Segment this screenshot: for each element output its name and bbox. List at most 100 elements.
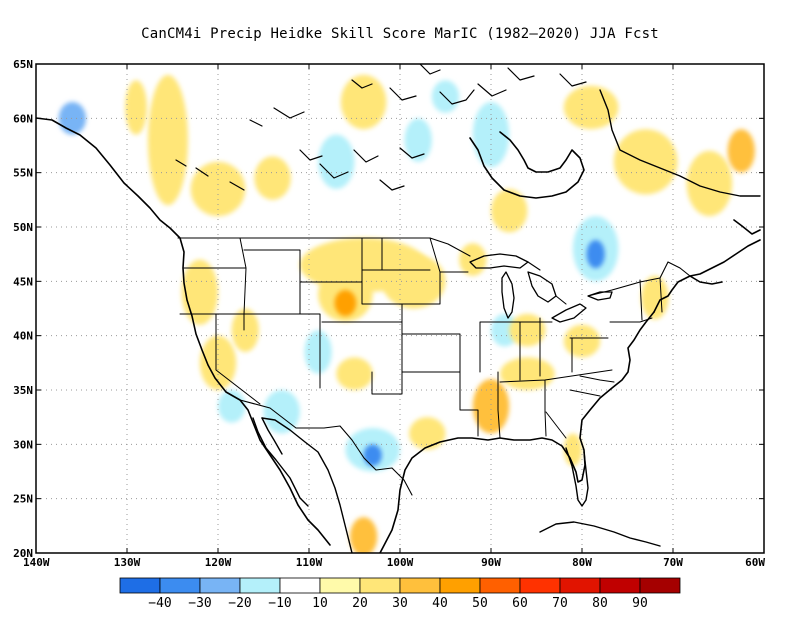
colorbar-swatch [639,577,681,594]
boundaries-layer [36,64,761,553]
skill-patch [586,240,605,269]
skill-patch [125,80,148,135]
colorbar-label: 90 [632,596,648,611]
colorbar-swatch [279,577,321,594]
lat-tick-label: 30N [13,438,33,451]
colorbar-label: 30 [392,596,408,611]
skill-patch [254,156,291,200]
lake-ontario [587,291,613,301]
latitude-labels: 20N 25N 30N 35N 40N 45N 50N 55N 60N 65N [13,58,33,560]
colorbar-label: 40 [432,596,448,611]
skill-patches-layer [58,74,755,553]
page-title: CanCM4i Precip Heidke Skill Score MarIC … [141,26,659,42]
skill-patch [404,118,432,162]
lon-tick-label: 70W [663,556,683,569]
colorbar-swatch [399,577,441,594]
skill-patch [500,357,555,391]
skill-patch [190,161,246,217]
colorbar-swatch [559,577,601,594]
skill-patch [409,417,446,450]
lake-huron [527,271,557,303]
cuba-coastline [539,521,661,547]
lon-tick-label: 100W [387,556,414,569]
skill-patch [459,243,487,276]
atlantic-coastline [653,219,761,313]
skill-patch [349,517,378,553]
colorbar-swatch [239,577,281,594]
colorbar-swatch [159,577,201,594]
skill-patch [218,390,246,423]
lake-erie [551,303,587,323]
skill-patch [727,129,755,173]
skill-patch [686,150,733,217]
lon-tick-label: 60W [745,556,765,569]
skill-patch [472,379,510,434]
colorbar-swatch [439,577,481,594]
lat-tick-label: 25N [13,493,33,506]
us-canada-border [177,237,691,305]
colorbar-label: −20 [228,596,251,611]
lake-michigan [501,271,515,319]
axis-ticks-layer [35,63,765,554]
colorbar-swatch [519,577,561,594]
skill-patch [340,74,387,130]
lat-tick-label: 45N [13,275,33,288]
colorbar-swatch [359,577,401,594]
us-state-boundaries [179,237,663,439]
florida-coastline [565,447,589,507]
skill-patch [563,85,619,130]
baja-coastline [252,417,309,507]
mexico-west-coast [261,417,353,553]
lat-tick-label: 55N [13,167,33,180]
lon-tick-label: 140W [23,556,50,569]
longitude-labels: 140W 130W 120W 110W 100W 90W 80W 70W 60W [23,556,765,569]
lake-superior [469,253,529,269]
lat-tick-label: 20N [13,547,33,560]
colorbar-swatch [119,577,161,594]
lat-tick-label: 50N [13,221,33,234]
pacific-coastline [36,117,331,546]
colorbar-label: −30 [188,596,211,611]
lon-tick-label: 110W [296,556,323,569]
lon-tick-label: 130W [114,556,141,569]
lon-tick-label: 90W [481,556,501,569]
gulf-coastline [379,311,655,553]
colorbar-label: 20 [352,596,368,611]
skill-patch [563,433,583,467]
skill-patch [58,102,87,135]
colorbar-label: −10 [268,596,291,611]
skill-patch [363,444,382,467]
lat-tick-label: 60N [13,112,33,125]
colorbar-swatch [479,577,521,594]
colorbar-swatch [199,577,241,594]
skill-patch [147,74,188,206]
lat-tick-label: 40N [13,330,33,343]
skill-patch [231,308,259,352]
colorbar: −40 −30 −20 −10 10 20 30 40 50 60 70 80 90 [119,577,681,611]
skill-patch [336,357,373,391]
lon-tick-label: 80W [572,556,592,569]
skill-patch [181,259,218,325]
labrador-coastline [599,89,761,197]
skill-patch [491,188,528,233]
colorbar-label: −40 [148,596,171,611]
skill-patch [431,80,460,113]
colorbar-label: 60 [512,596,528,611]
colorbar-swatch [599,577,641,594]
us-mexico-border [239,399,413,496]
skill-patch [563,324,601,358]
colorbar-label: 50 [472,596,488,611]
colorbar-swatch [319,577,361,594]
colorbar-label: 80 [592,596,608,611]
skill-patch [381,254,446,309]
skill-patch [263,390,300,434]
colorbar-label: 10 [312,596,328,611]
lat-tick-label: 35N [13,384,33,397]
lat-tick-label: 65N [13,58,33,71]
lon-tick-label: 120W [205,556,232,569]
skill-patch [304,330,332,374]
skill-patch [334,290,357,317]
hudson-bay-coastline [469,131,585,199]
skill-patch [199,335,237,391]
